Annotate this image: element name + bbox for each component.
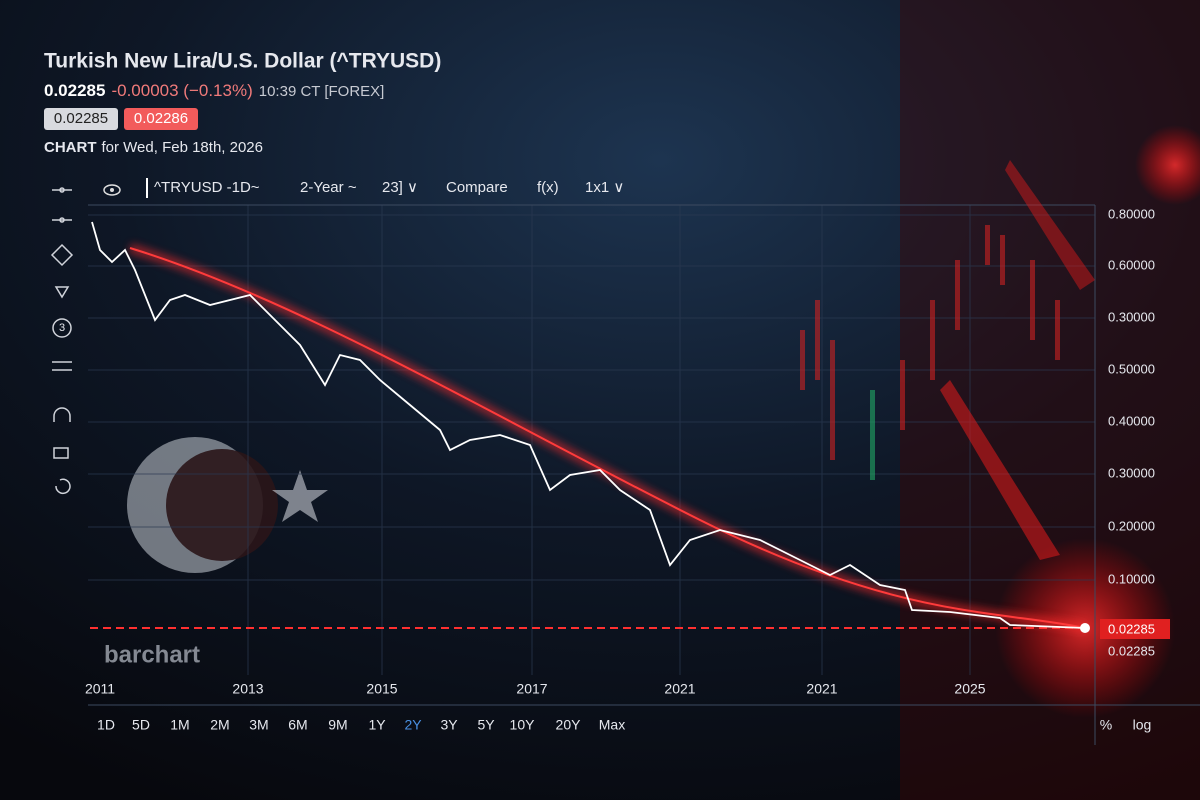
range-button[interactable]: 5Y: [477, 717, 495, 733]
chart-label: CHART: [44, 139, 97, 156]
last: 0.02285: [44, 81, 105, 100]
last-price-box: [1100, 619, 1170, 639]
range-button[interactable]: 1M: [170, 717, 189, 733]
tool-badge: 3: [59, 322, 65, 334]
y-label: 0.60000: [1108, 257, 1155, 272]
change: -0.00003 (−0.13%): [111, 81, 252, 100]
range-button[interactable]: 2M: [210, 717, 229, 733]
chart-date: CHART for Wed, Feb 18th, 2026: [44, 139, 263, 156]
range-button[interactable]: 3M: [249, 717, 268, 733]
ask: 0.02286: [134, 110, 188, 127]
flag-star: [272, 470, 328, 522]
interval[interactable]: 23] ∨: [382, 179, 418, 196]
range-button[interactable]: 6M: [288, 717, 307, 733]
range-button[interactable]: 20Y: [556, 717, 582, 733]
compare[interactable]: Compare: [446, 179, 508, 196]
last-price-below: 0.02285: [1108, 643, 1155, 658]
x-label: 2017: [516, 681, 547, 697]
layout[interactable]: 1x1 ∨: [585, 179, 624, 196]
y-label: 0.20000: [1108, 518, 1155, 533]
range-button[interactable]: 2Y: [404, 717, 422, 733]
arrow: [940, 380, 1060, 560]
y-label: 0.40000: [1108, 413, 1155, 428]
quote: 0.02285 -0.00003 (−0.13%) 10:39 CT [FOREX]: [44, 81, 384, 100]
price-line: [91, 221, 1086, 629]
range-button[interactable]: 1Y: [368, 717, 386, 733]
bid: 0.02285: [54, 110, 108, 127]
range-button[interactable]: 9M: [328, 717, 347, 733]
grid: [88, 205, 1095, 675]
title: Turkish New Lira/U.S. Dollar (^TRYUSD): [44, 50, 441, 73]
glow: [1135, 125, 1200, 205]
range-button[interactable]: 1D: [97, 717, 115, 733]
x-label: 2025: [954, 681, 985, 697]
x-label: 2013: [232, 681, 263, 697]
bid-box: [44, 108, 118, 130]
range-button[interactable]: 5D: [132, 717, 150, 733]
tool-icons[interactable]: [50, 187, 74, 495]
range-button[interactable]: 3Y: [440, 717, 458, 733]
trend-line: [129, 247, 1086, 629]
cursor: [146, 178, 148, 198]
option-button[interactable]: %: [1100, 717, 1112, 733]
last-price: 0.02285: [1108, 621, 1155, 636]
time: 10:39 CT [FOREX]: [259, 83, 385, 100]
flag-crescent-cut: [166, 449, 278, 561]
fx[interactable]: f(x): [537, 179, 559, 196]
x-label: 2011: [85, 681, 115, 697]
watermark: barchart: [104, 641, 200, 668]
y-label: 0.10000: [1108, 571, 1155, 586]
y-label: 0.50000: [1108, 361, 1155, 376]
ask-box: [124, 108, 198, 130]
x-label: 2015: [366, 681, 397, 697]
x-label: 2021: [664, 681, 695, 697]
option-button[interactable]: log: [1133, 717, 1152, 733]
symbol[interactable]: ^TRYUSD -1D~: [154, 179, 260, 196]
range-button[interactable]: 10Y: [510, 717, 536, 733]
y-label: 0.80000: [1108, 206, 1155, 221]
last-point: [1080, 623, 1090, 633]
background-candles: [800, 225, 1060, 480]
date: for Wed, Feb 18th, 2026: [102, 139, 264, 156]
period[interactable]: 2-Year ~: [300, 179, 357, 196]
range-button[interactable]: Max: [599, 717, 625, 733]
x-label: 2021: [806, 681, 837, 697]
y-label: 0.30000: [1108, 309, 1155, 324]
y-label: 0.30000: [1108, 465, 1155, 480]
arrow: [1005, 160, 1095, 290]
eye-icon[interactable]: [103, 184, 121, 196]
